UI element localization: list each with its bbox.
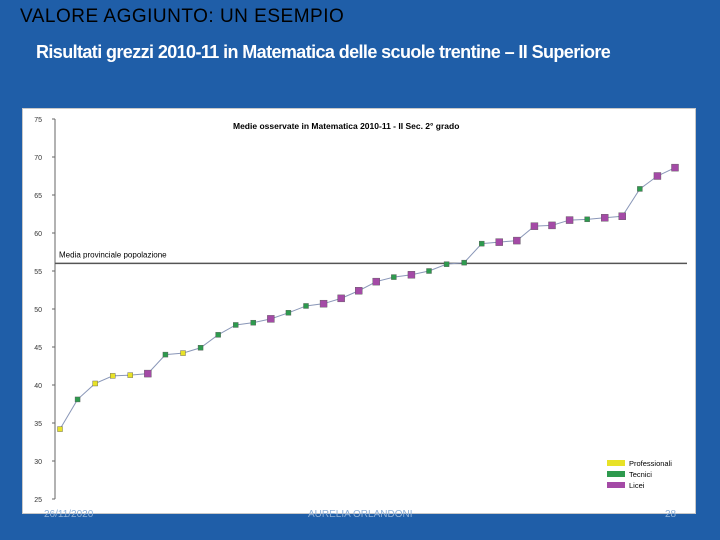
legend-label-licei: Licei xyxy=(629,481,645,490)
data-point-licei xyxy=(513,236,521,245)
footer-date: 26/11/2020 xyxy=(44,509,94,520)
legend-swatch-licei xyxy=(607,482,625,488)
y-tick-label: 70 xyxy=(34,155,42,162)
chart-title: Medie osservate in Matematica 2010-11 - … xyxy=(233,121,459,131)
data-markers xyxy=(57,163,679,432)
legend-label-tecnici: Tecnici xyxy=(629,470,652,479)
chart: 25 30 35 40 45 50 55 60 65 70 75 Medie osservate i… xyxy=(34,117,687,504)
data-point-tecnici xyxy=(391,274,397,280)
data-point-licei xyxy=(530,222,539,230)
data-point-licei xyxy=(671,163,679,172)
legend-swatch-professionali xyxy=(607,460,625,466)
data-point-tecnici xyxy=(426,268,432,274)
reference-line-label: Media provinciale popolazione xyxy=(59,250,167,259)
series-line xyxy=(59,167,676,430)
data-point-professionali xyxy=(57,426,63,432)
data-point-licei xyxy=(337,294,345,303)
data-point-licei xyxy=(267,315,275,323)
data-point-tecnici xyxy=(197,345,204,351)
y-tick-label: 75 xyxy=(34,117,42,124)
y-tick-label: 45 xyxy=(34,345,42,352)
data-point-licei xyxy=(372,277,380,286)
data-point-licei xyxy=(601,214,609,222)
data-point-licei xyxy=(319,299,328,308)
data-point-tecnici xyxy=(443,261,450,267)
legend: Professionali Tecnici Licei xyxy=(607,459,672,490)
data-point-tecnici xyxy=(233,322,239,328)
slide-subtitle: Risultati grezzi 2010-11 in Matematica d… xyxy=(36,42,611,62)
y-tick-label: 25 xyxy=(34,497,42,504)
y-tick-label: 65 xyxy=(34,193,42,200)
legend-swatch-tecnici xyxy=(607,471,625,477)
legend-label-professionali: Professionali xyxy=(629,459,672,468)
data-point-tecnici xyxy=(250,319,256,326)
data-point-licei xyxy=(144,369,152,378)
y-tick-label: 35 xyxy=(34,421,42,428)
data-point-tecnici xyxy=(461,259,467,266)
data-point-tecnici xyxy=(479,240,485,247)
data-point-licei xyxy=(495,238,503,246)
data-point-tecnici xyxy=(162,351,169,358)
data-point-licei xyxy=(653,172,662,180)
data-point-professionali xyxy=(127,372,133,378)
page-number: 28 xyxy=(665,509,677,520)
data-point-professionali xyxy=(110,373,116,379)
data-point-professionali xyxy=(92,380,98,387)
y-tick-label: 60 xyxy=(34,231,42,238)
data-point-tecnici xyxy=(215,332,221,338)
y-tick-label: 40 xyxy=(34,383,42,390)
data-point-licei xyxy=(618,212,626,220)
data-point-tecnici xyxy=(637,186,643,192)
data-point-tecnici xyxy=(74,396,81,403)
data-point-licei xyxy=(355,287,363,295)
data-point-tecnici xyxy=(285,310,292,316)
footer-author: AURELIA ORLANDONI xyxy=(308,509,413,520)
y-axis: 25 30 35 40 45 50 55 60 65 70 75 xyxy=(34,117,56,504)
y-tick-label: 30 xyxy=(34,459,42,466)
data-point-tecnici xyxy=(584,216,590,223)
y-tick-label: 50 xyxy=(34,307,42,314)
data-point-licei xyxy=(565,216,574,224)
data-point-licei xyxy=(407,271,416,279)
y-tick-label: 55 xyxy=(34,269,42,276)
data-point-professionali xyxy=(180,350,186,356)
slide-title: VALORE AGGIUNTO: UN ESEMPIO xyxy=(20,6,345,27)
data-point-tecnici xyxy=(303,303,309,309)
data-point-licei xyxy=(548,221,556,230)
chart-frame: 25 30 35 40 45 50 55 60 65 70 75 Medie osservate i… xyxy=(22,108,696,514)
